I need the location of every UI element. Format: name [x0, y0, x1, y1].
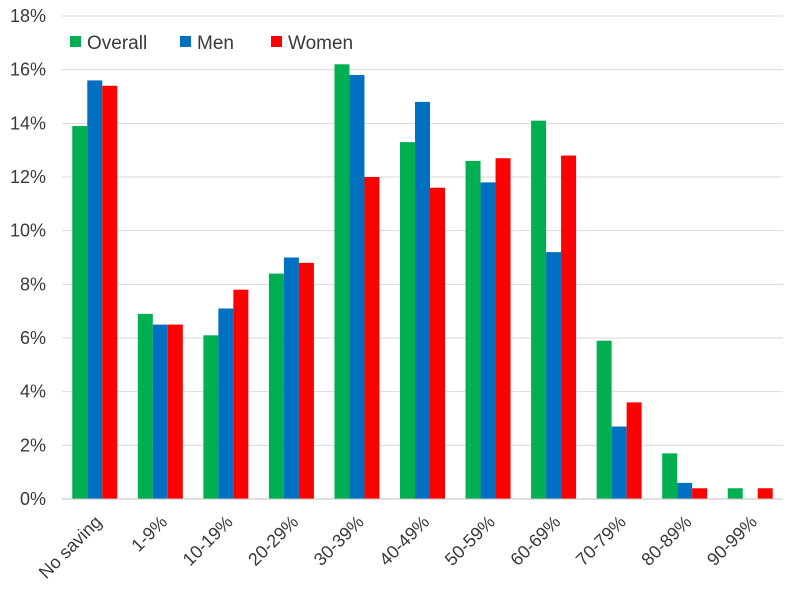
bar-men-4: [349, 75, 365, 500]
y-tick-label: 18%: [10, 6, 46, 26]
x-tick-label: 90-99%: [703, 512, 761, 570]
legend-swatch-overall: [70, 36, 81, 47]
x-axis-tick-labels: No saving 1-9% 10-19% 20-29% 30-39% 40-49% 50-…: [35, 512, 761, 583]
bar-women-10: [757, 488, 773, 499]
bar-overall-0: [72, 126, 88, 500]
bar-men-1: [152, 324, 168, 499]
bar-women-4: [364, 177, 380, 499]
bar-overall-4: [334, 64, 350, 500]
y-tick-label: 8%: [20, 274, 46, 294]
y-tick-label: 6%: [20, 328, 46, 348]
x-tick-label: 10-19%: [179, 512, 237, 570]
x-tick-label: 50-59%: [441, 512, 499, 570]
bars: [72, 64, 773, 500]
bar-women-5: [430, 187, 445, 499]
x-tick-label: 20-29%: [244, 512, 302, 570]
bar-overall-10: [727, 488, 743, 499]
bar-women-9: [692, 488, 708, 499]
bar-overall-2: [203, 335, 219, 499]
bar-women-7: [561, 155, 577, 500]
bar-overall-1: [137, 313, 153, 499]
bar-women-6: [495, 158, 511, 499]
bar-overall-6: [465, 160, 481, 499]
bar-men-0: [87, 80, 103, 500]
y-tick-label: 0%: [20, 489, 46, 509]
x-tick-label: 70-79%: [572, 512, 630, 570]
bar-men-6: [480, 182, 496, 499]
bar-overall-7: [531, 120, 547, 500]
bar-women-3: [298, 262, 314, 499]
bar-men-3: [283, 257, 299, 499]
y-tick-label: 2%: [20, 435, 46, 455]
legend-swatch-women: [271, 36, 282, 47]
legend: Overall Men Women: [70, 33, 353, 54]
y-tick-label: 12%: [10, 167, 46, 187]
y-tick-label: 14%: [10, 113, 46, 133]
y-tick-label: 10%: [10, 221, 46, 241]
bar-men-5: [415, 101, 430, 499]
bar-men-9: [677, 482, 693, 499]
bar-men-2: [218, 308, 234, 499]
bar-overall-8: [596, 340, 612, 499]
bar-overall-3: [268, 273, 284, 499]
bar-overall-5: [400, 142, 415, 499]
x-tick-label: 80-89%: [637, 512, 695, 570]
x-tick-label: No saving: [35, 512, 106, 583]
bar-women-0: [102, 85, 118, 500]
bar-women-1: [167, 324, 183, 499]
bar-men-7: [546, 252, 562, 499]
bar-women-8: [626, 402, 642, 499]
bar-men-8: [611, 426, 627, 499]
legend-label-overall: Overall: [87, 33, 147, 54]
x-tick-label: 30-39%: [310, 512, 368, 570]
x-tick-label: 60-69%: [506, 512, 564, 570]
y-tick-label: 16%: [10, 60, 46, 80]
x-tick-label: 40-49%: [375, 512, 433, 570]
x-tick-label: 1-9%: [127, 512, 171, 556]
legend-swatch-men: [180, 36, 191, 47]
legend-label-women: Women: [288, 33, 353, 54]
y-axis-tick-labels: 0% 2% 4% 6% 8% 10% 12% 14% 16% 18%: [10, 6, 46, 509]
y-tick-label: 4%: [20, 382, 46, 402]
legend-label-men: Men: [197, 33, 234, 54]
bar-women-2: [233, 289, 249, 499]
bar-overall-9: [662, 453, 678, 499]
